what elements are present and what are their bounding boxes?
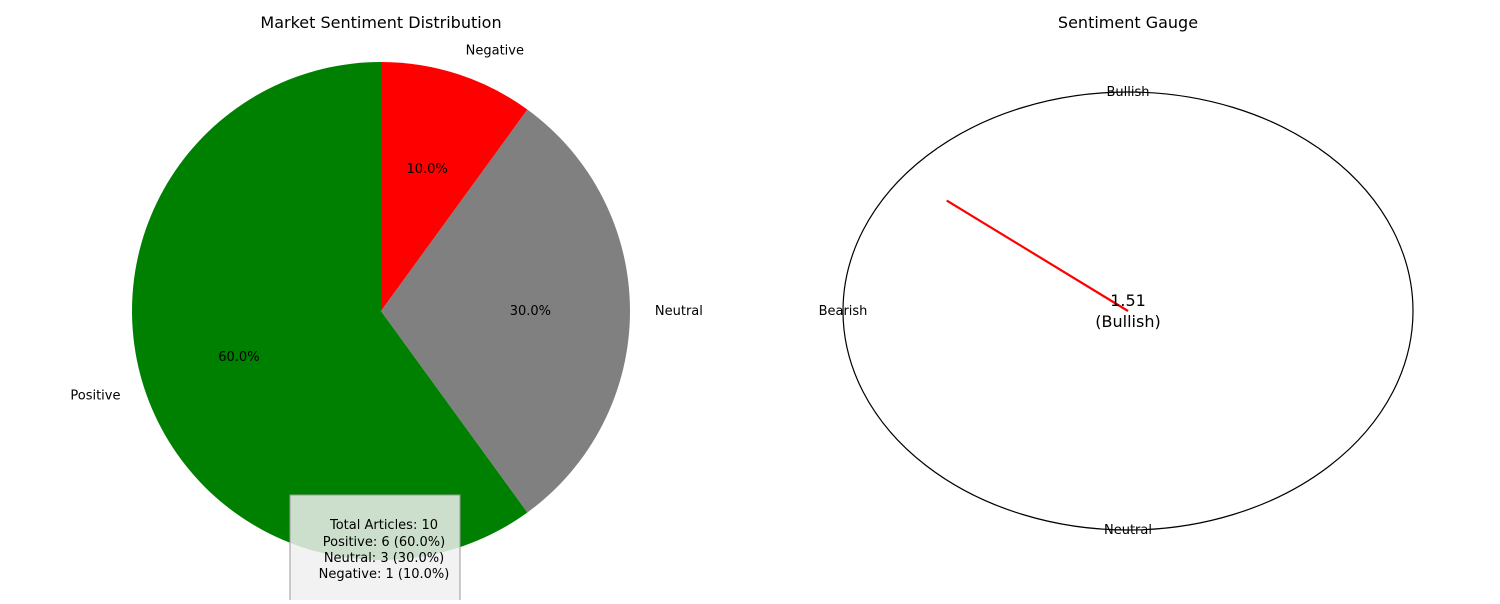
stats-line-positive: Positive: 6 (60.0%)	[323, 535, 445, 550]
pie-label-neutral: Neutral	[655, 304, 703, 319]
pie-title: Market Sentiment Distribution	[260, 13, 501, 32]
pie-slice-negative	[381, 62, 528, 311]
stats-line-negative: Negative: 1 (10.0%)	[319, 567, 450, 582]
pie-slices	[131, 62, 630, 561]
stats-box: Total Articles: 10 Positive: 6 (60.0%) N…	[289, 494, 461, 604]
gauge-title: Sentiment Gauge	[1058, 13, 1198, 32]
gauge-needle	[946, 199, 1129, 312]
pie-pct-positive: 60.0%	[218, 350, 259, 365]
pie-pct-neutral: 30.0%	[510, 304, 551, 319]
gauge-state: (Bullish)	[1095, 312, 1160, 331]
gauge-outline	[842, 91, 1414, 531]
pie-slice-positive	[131, 62, 528, 561]
gauge-value: 1.51	[1110, 291, 1146, 310]
pie-chart: Market Sentiment Distribution Positive 60…	[70, 13, 703, 604]
sentiment-gauge: Sentiment Gauge Bullish Bearish Neutral …	[819, 13, 1414, 538]
pie-slice-neutral	[381, 109, 630, 513]
stats-box-bg	[289, 494, 461, 604]
pie-label-positive: Positive	[70, 389, 120, 404]
gauge-label-neutral: Neutral	[1104, 523, 1152, 538]
gauge-label-bullish: Bullish	[1106, 85, 1149, 100]
pie-labels: Positive 60.0% Neutral 30.0% Negative 10.0%	[70, 44, 703, 404]
stats-line-total: Total Articles: 10	[329, 518, 438, 533]
pie-pct-negative: 10.0%	[407, 162, 448, 177]
pie-label-negative: Negative	[466, 44, 524, 59]
stats-line-neutral: Neutral: 3 (30.0%)	[324, 551, 444, 566]
gauge-label-bearish: Bearish	[819, 304, 868, 319]
